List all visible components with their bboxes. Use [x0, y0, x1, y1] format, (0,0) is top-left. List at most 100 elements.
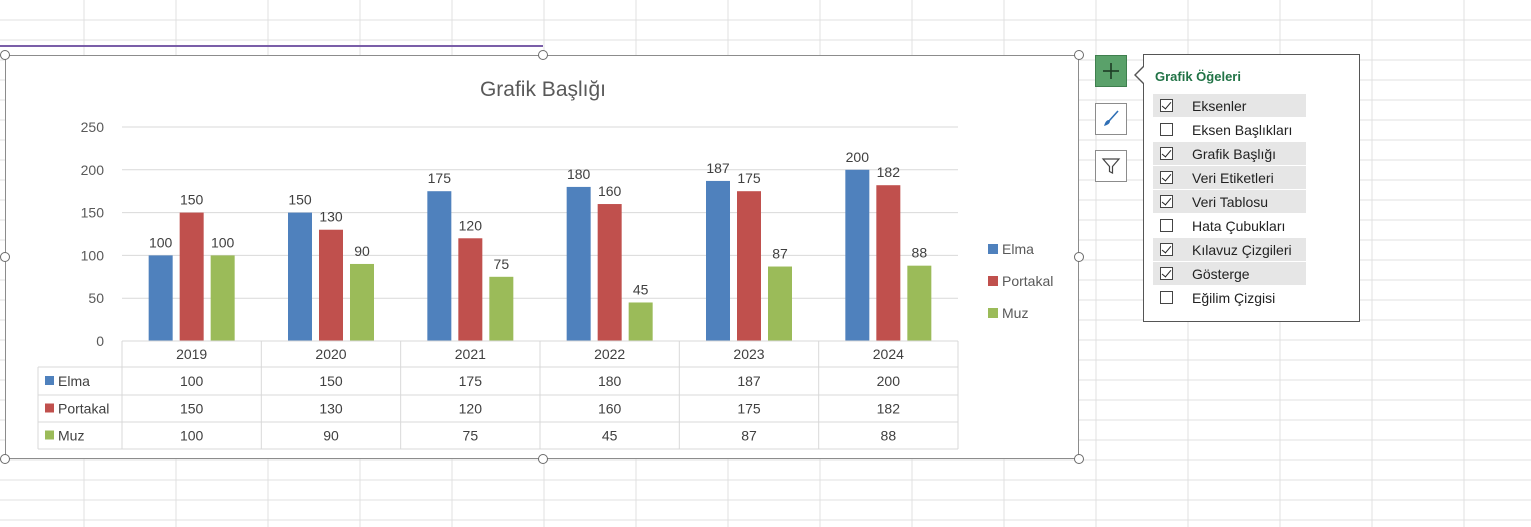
resize-handle-top[interactable] — [538, 50, 548, 60]
bar-muz-2024[interactable] — [907, 265, 932, 341]
bar-muz-2019[interactable] — [210, 255, 235, 341]
table-series-name: Elma — [58, 373, 90, 389]
bar-muz-2022[interactable] — [628, 302, 653, 341]
checkbox[interactable] — [1160, 267, 1173, 280]
table-cell: 120 — [459, 401, 483, 417]
data-label[interactable]: 160 — [598, 183, 622, 199]
bar-portakal-2024[interactable] — [876, 185, 901, 341]
data-label[interactable]: 175 — [737, 170, 761, 186]
legend-key-elma[interactable] — [988, 244, 998, 254]
data-label[interactable]: 75 — [494, 256, 510, 272]
chart-filters-button[interactable] — [1095, 150, 1127, 182]
data-label[interactable]: 90 — [354, 243, 370, 259]
checkbox[interactable] — [1160, 219, 1173, 232]
data-label[interactable]: 100 — [211, 234, 235, 250]
panel-item[interactable]: Eksen Başlıkları — [1153, 118, 1306, 141]
table-series-name: Muz — [58, 428, 84, 444]
panel-item[interactable]: Veri Tablosu — [1153, 190, 1306, 213]
resize-handle-top-right[interactable] — [1074, 50, 1084, 60]
checkbox[interactable] — [1160, 147, 1173, 160]
check-icon — [1161, 243, 1172, 254]
table-cell: 175 — [459, 373, 483, 389]
bar-elma-2022[interactable] — [566, 186, 591, 341]
bar-portakal-2019[interactable] — [179, 212, 204, 341]
data-label[interactable]: 120 — [459, 217, 483, 233]
panel-item-label: Veri Etiketleri — [1192, 169, 1274, 186]
bar-elma-2023[interactable] — [706, 180, 730, 341]
table-legend-key — [45, 376, 54, 385]
data-label[interactable]: 130 — [319, 209, 343, 225]
table-cell: 182 — [877, 401, 901, 417]
bar-elma-2020[interactable] — [288, 212, 312, 341]
bar-muz-2023[interactable] — [768, 266, 792, 341]
legend-label[interactable]: Portakal — [1002, 273, 1053, 289]
panel-item[interactable]: Gösterge — [1153, 262, 1306, 285]
table-cell: 130 — [319, 401, 343, 417]
checkbox[interactable] — [1160, 171, 1173, 184]
data-label[interactable]: 45 — [633, 281, 649, 297]
panel-item[interactable]: Hata Çubukları — [1153, 214, 1306, 237]
bar-muz-2020[interactable] — [350, 263, 374, 341]
data-label[interactable]: 150 — [288, 192, 312, 208]
resize-handle-right[interactable] — [1074, 252, 1084, 262]
chart-title[interactable]: Grafik Başlığı — [480, 78, 606, 101]
data-label[interactable]: 88 — [912, 245, 928, 261]
bar-elma-2019[interactable] — [148, 255, 173, 341]
bar-elma-2024[interactable] — [845, 169, 870, 341]
checkbox[interactable] — [1160, 123, 1173, 136]
category-label: 2022 — [594, 346, 625, 362]
checkbox[interactable] — [1160, 243, 1173, 256]
table-cell: 87 — [741, 428, 757, 444]
range-selection-border — [0, 45, 543, 47]
data-label[interactable]: 180 — [567, 166, 591, 182]
bar-elma-2021[interactable] — [427, 191, 452, 341]
checkbox[interactable] — [1160, 291, 1173, 304]
check-icon — [1161, 195, 1172, 206]
check-icon — [1161, 99, 1172, 110]
panel-item[interactable]: Veri Etiketleri — [1153, 166, 1306, 189]
table-cell: 187 — [737, 373, 761, 389]
table-series-name: Portakal — [58, 401, 109, 417]
legend-label[interactable]: Elma — [1002, 241, 1034, 257]
check-icon — [1161, 147, 1172, 158]
panel-item[interactable]: Eğilim Çizgisi — [1153, 286, 1306, 309]
panel-item-label: Grafik Başlığı — [1192, 145, 1277, 162]
chart-styles-button[interactable] — [1095, 103, 1127, 135]
checkbox[interactable] — [1160, 195, 1173, 208]
table-cell: 180 — [598, 373, 622, 389]
bar-portakal-2021[interactable] — [458, 238, 483, 341]
table-cell: 100 — [180, 373, 204, 389]
data-label[interactable]: 87 — [772, 246, 788, 262]
panel-item[interactable]: Kılavuz Çizgileri — [1153, 238, 1306, 261]
bar-muz-2021[interactable] — [489, 276, 514, 341]
legend-key-muz[interactable] — [988, 308, 998, 318]
table-legend-key — [45, 403, 54, 413]
legend-label[interactable]: Muz — [1002, 305, 1028, 321]
panel-item[interactable]: Grafik Başlığı — [1153, 142, 1306, 165]
legend-key-portakal[interactable] — [988, 276, 998, 286]
panel-item-label: Eksenler — [1192, 97, 1247, 114]
bar-portakal-2023[interactable] — [737, 191, 761, 341]
resize-handle-bottom-left[interactable] — [0, 454, 10, 464]
panel-item[interactable]: Eksenler — [1153, 94, 1306, 117]
resize-handle-bottom[interactable] — [538, 454, 548, 464]
data-label[interactable]: 200 — [846, 149, 870, 165]
data-label[interactable]: 100 — [149, 234, 173, 250]
chart-elements-button[interactable] — [1095, 55, 1127, 87]
y-tick-label: 200 — [81, 162, 105, 178]
resize-handle-bottom-right[interactable] — [1074, 454, 1084, 464]
y-tick-label: 100 — [81, 247, 105, 263]
resize-handle-top-left[interactable] — [0, 50, 10, 60]
bar-portakal-2022[interactable] — [597, 204, 622, 341]
chart-area[interactable]: Grafik Başlığı 0 50 100 150 200 250 100 150 175 18… — [5, 55, 1079, 459]
category-label: 2020 — [315, 346, 346, 362]
table-cell: 150 — [180, 401, 204, 417]
resize-handle-left[interactable] — [0, 252, 10, 262]
data-label[interactable]: 175 — [428, 170, 452, 186]
bar-portakal-2020[interactable] — [319, 229, 343, 341]
y-tick-label: 50 — [88, 290, 104, 306]
data-label[interactable]: 150 — [180, 192, 204, 208]
checkbox[interactable] — [1160, 99, 1173, 112]
data-label[interactable]: 187 — [706, 160, 730, 176]
data-label[interactable]: 182 — [877, 164, 901, 180]
